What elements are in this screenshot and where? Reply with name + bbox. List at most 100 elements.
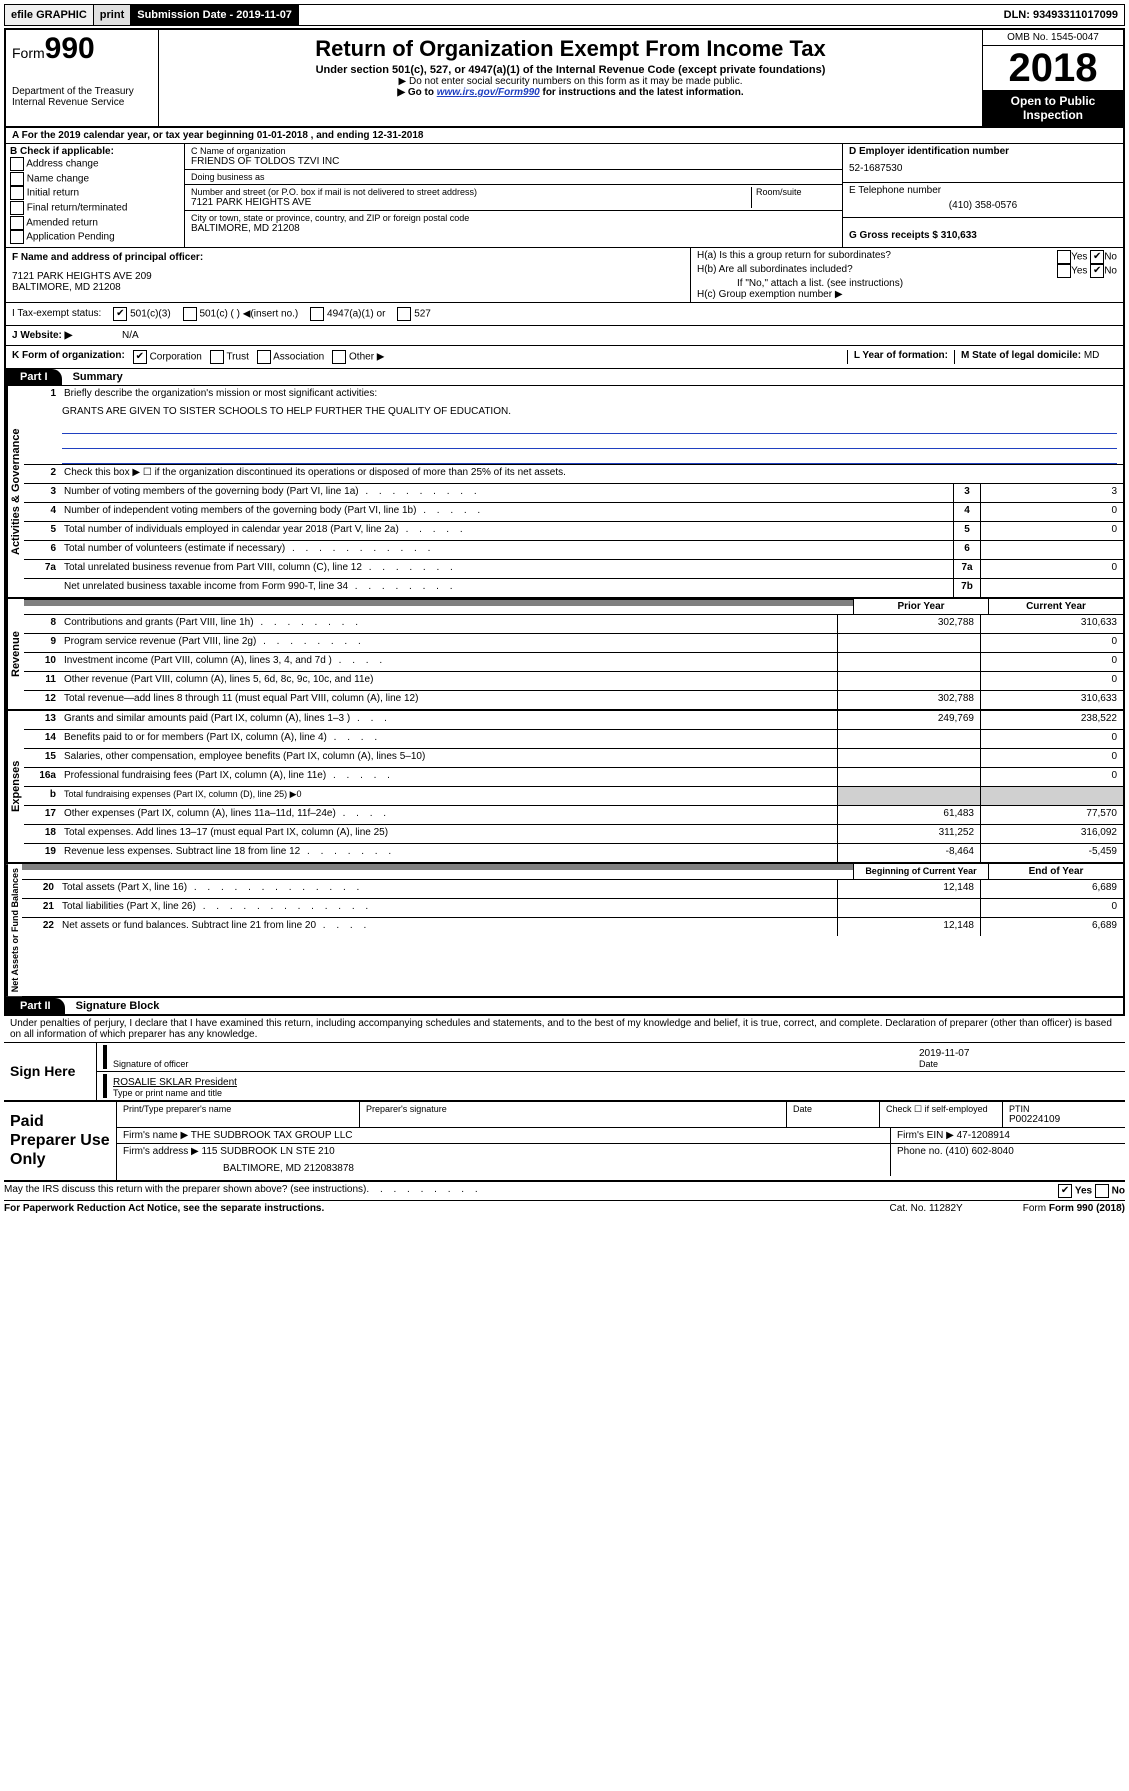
chk-name-change[interactable]: Name change [10, 172, 180, 187]
top-bar: efile GRAPHIC print Submission Date - 20… [4, 4, 1125, 26]
website-value: N/A [122, 330, 139, 341]
chk-initial-return[interactable]: Initial return [10, 186, 180, 201]
chk-501c[interactable] [183, 307, 197, 321]
chk-other[interactable] [332, 350, 346, 364]
open-public: Open to Public Inspection [983, 90, 1123, 126]
h-c-label: H(c) Group exemption number ▶ [697, 289, 1117, 300]
l6: Total number of volunteers (estimate if … [64, 543, 285, 554]
firm-phone: (410) 602-8040 [945, 1146, 1013, 1157]
j-label: J Website: ▶ [12, 330, 122, 341]
goto-pre: ▶ Go to [397, 87, 436, 98]
ha-yes[interactable] [1057, 250, 1071, 264]
header-right: OMB No. 1545-0047 2018 Open to Public In… [982, 30, 1123, 126]
c19: -5,459 [980, 844, 1123, 862]
v7a: 0 [980, 560, 1123, 578]
firm-name: THE SUDBROOK TAX GROUP LLC [191, 1130, 353, 1141]
mission-text: GRANTS ARE GIVEN TO SISTER SCHOOLS TO HE… [24, 404, 1123, 419]
entity-row: B Check if applicable: Address change Na… [6, 144, 1123, 248]
header-left: Form990 Department of the Treasury Inter… [6, 30, 159, 126]
l20: Total assets (Part X, line 16) [62, 882, 187, 893]
hb-yes[interactable] [1057, 264, 1071, 278]
prior-year-header: Prior Year [853, 599, 988, 614]
revenue-section: Revenue Prior YearCurrent Year 8Contribu… [6, 599, 1123, 711]
expenses-section: Expenses 13Grants and similar amounts pa… [6, 711, 1123, 864]
p13: 249,769 [837, 711, 980, 729]
row-a-tax-year: A For the 2019 calendar year, or tax yea… [6, 128, 1123, 144]
chk-trust[interactable] [210, 350, 224, 364]
ha-no[interactable] [1090, 250, 1104, 264]
p22: 12,148 [837, 918, 980, 936]
efile-button[interactable]: efile GRAPHIC [5, 5, 94, 25]
footer-row: For Paperwork Reduction Act Notice, see … [4, 1201, 1125, 1216]
tax-year: 2018 [983, 46, 1123, 90]
prep-sig-label: Preparer's signature [366, 1104, 780, 1114]
header-mid: Return of Organization Exempt From Incom… [159, 30, 982, 126]
l-label: L Year of formation: [854, 350, 948, 361]
c12: 310,633 [980, 691, 1123, 709]
note-ssn: ▶ Do not enter social security numbers o… [167, 76, 974, 87]
p19: -8,464 [837, 844, 980, 862]
ein-value: 52-1687530 [849, 157, 1117, 180]
part1-title: Summary [65, 369, 131, 385]
addr-value: 7121 PARK HEIGHTS AVE [191, 197, 751, 208]
c14: 0 [980, 730, 1123, 748]
h-box: H(a) Is this a group return for subordin… [691, 248, 1123, 302]
p15 [837, 749, 980, 767]
phone-value: (410) 358-0576 [849, 196, 1117, 215]
begin-header: Beginning of Current Year [853, 864, 988, 879]
sig-date-value: 2019-11-07 [919, 1048, 1119, 1059]
self-employed-check[interactable]: Check ☐ if self-employed [880, 1102, 1003, 1127]
c16b-shaded [980, 787, 1123, 805]
h-b-note: If "No," attach a list. (see instruction… [697, 278, 1117, 289]
hb-no[interactable] [1090, 264, 1104, 278]
discuss-row: May the IRS discuss this return with the… [4, 1182, 1125, 1201]
city-cell: City or town, state or province, country… [185, 211, 842, 236]
perjury-text: Under penalties of perjury, I declare th… [4, 1016, 1125, 1042]
irs-link[interactable]: www.irs.gov/Form990 [437, 87, 540, 98]
officer-label: F Name and address of principal officer: [12, 252, 684, 263]
discuss-yes[interactable] [1058, 1184, 1072, 1198]
netassets-label: Net Assets or Fund Balances [6, 864, 22, 996]
p10 [837, 653, 980, 671]
v6 [980, 541, 1123, 559]
chk-address-change[interactable]: Address change [10, 157, 180, 172]
c17: 77,570 [980, 806, 1123, 824]
spacer [299, 5, 998, 25]
k-form-row: K Form of organization: Corporation Trus… [6, 346, 1123, 369]
v4: 0 [980, 503, 1123, 521]
form-header: Form990 Department of the Treasury Inter… [6, 30, 1123, 128]
org-name-label: C Name of organization [191, 146, 836, 156]
ein-cell: D Employer identification number 52-1687… [843, 144, 1123, 183]
tax-status-row: I Tax-exempt status: 501(c)(3) 501(c) ( … [6, 303, 1123, 326]
chk-final-return[interactable]: Final return/terminated [10, 201, 180, 216]
l13: Grants and similar amounts paid (Part IX… [64, 713, 350, 724]
chk-amended[interactable]: Amended return [10, 216, 180, 231]
netassets-body: Beginning of Current YearEnd of Year 20T… [22, 864, 1123, 996]
form-container: Form990 Department of the Treasury Inter… [4, 28, 1125, 1016]
paid-preparer-section: Paid Preparer Use Only Print/Type prepar… [4, 1100, 1125, 1182]
cat-no: Cat. No. 11282Y [890, 1203, 963, 1214]
form-prefix: Form [12, 45, 45, 61]
chk-assoc[interactable] [257, 350, 271, 364]
p9 [837, 634, 980, 652]
chk-527[interactable] [397, 307, 411, 321]
form-number: 990 [45, 32, 95, 65]
print-button[interactable]: print [94, 5, 131, 25]
discuss-no[interactable] [1095, 1184, 1109, 1198]
chk-4947[interactable] [310, 307, 324, 321]
chk-pending[interactable]: Application Pending [10, 230, 180, 245]
sign-section: Sign Here Signature of officer 2019-11-0… [4, 1042, 1125, 1100]
omb-number: OMB No. 1545-0047 [983, 30, 1123, 46]
l16a: Professional fundraising fees (Part IX, … [64, 770, 326, 781]
chk-corp[interactable] [133, 350, 147, 364]
phone-cell: E Telephone number (410) 358-0576 [843, 183, 1123, 218]
l3: Number of voting members of the governin… [64, 486, 359, 497]
l2: Check this box ▶ ☐ if the organization d… [60, 465, 1123, 483]
governance-body: 1Briefly describe the organization's mis… [24, 386, 1123, 597]
org-name: FRIENDS OF TOLDOS TZVI INC [191, 156, 836, 167]
l7b: Net unrelated business taxable income fr… [64, 581, 348, 592]
firm-ein-label: Firm's EIN ▶ [897, 1130, 954, 1141]
c21: 0 [980, 899, 1123, 917]
name-title-value: ROSALIE SKLAR President [113, 1077, 1119, 1088]
chk-501c3[interactable] [113, 307, 127, 321]
